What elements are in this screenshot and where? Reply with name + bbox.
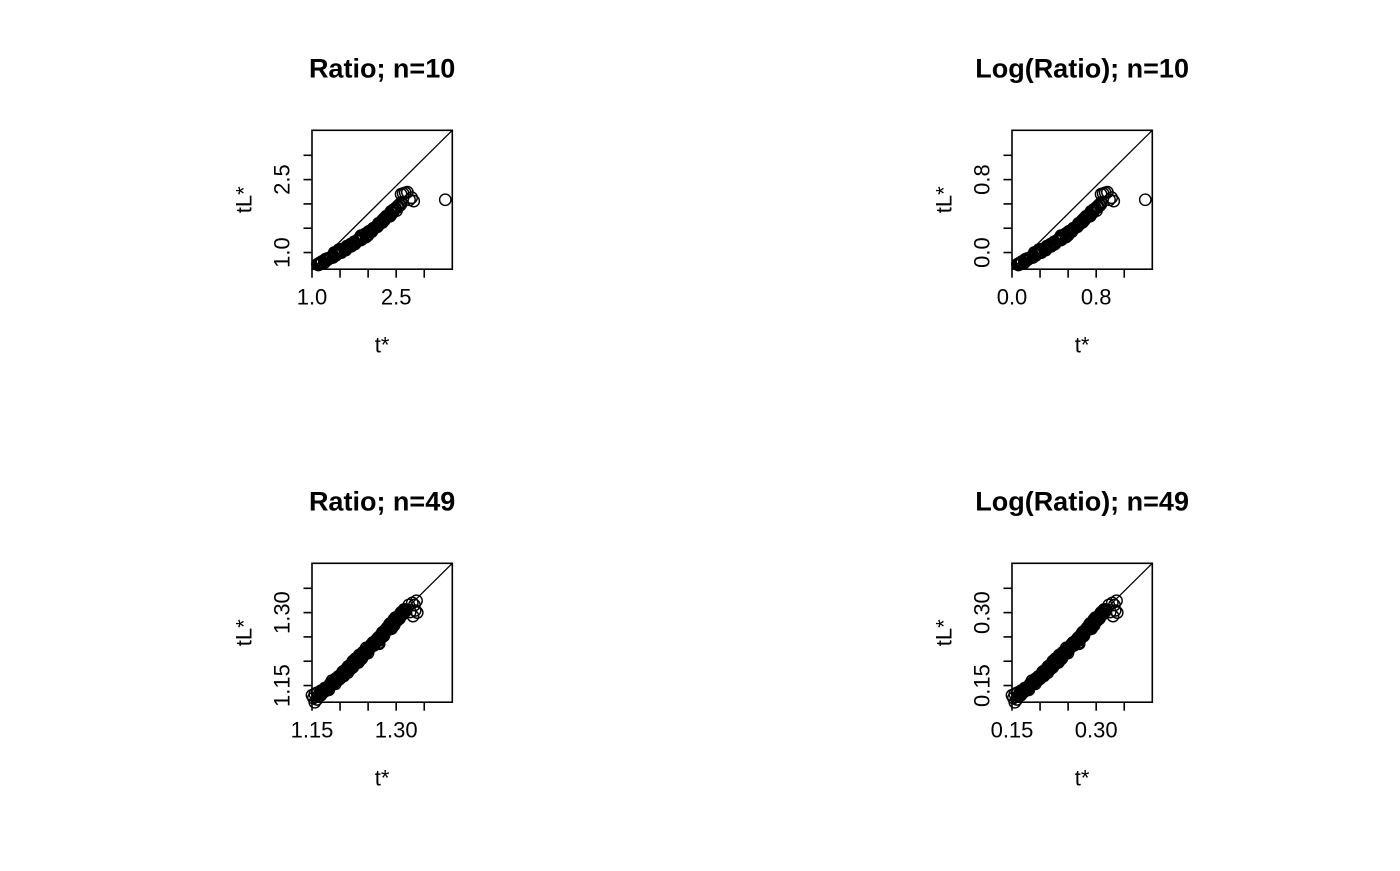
svg-text:1.15: 1.15 bbox=[270, 664, 295, 707]
svg-text:2.5: 2.5 bbox=[381, 285, 412, 310]
svg-text:0.15: 0.15 bbox=[970, 664, 995, 707]
svg-text:1.30: 1.30 bbox=[375, 718, 418, 743]
svg-text:tL*: tL* bbox=[232, 186, 257, 213]
svg-text:tL*: tL* bbox=[232, 619, 257, 646]
svg-text:tL*: tL* bbox=[932, 186, 957, 213]
svg-text:t*: t* bbox=[375, 766, 390, 791]
svg-text:1.30: 1.30 bbox=[270, 591, 295, 634]
svg-text:t*: t* bbox=[1075, 333, 1090, 358]
svg-text:1.0: 1.0 bbox=[270, 237, 295, 268]
svg-text:0.8: 0.8 bbox=[1081, 285, 1112, 310]
svg-text:1.15: 1.15 bbox=[291, 718, 334, 743]
svg-text:0.30: 0.30 bbox=[970, 591, 995, 634]
svg-text:Ratio; n=49: Ratio; n=49 bbox=[309, 487, 455, 517]
svg-text:0.0: 0.0 bbox=[970, 237, 995, 268]
svg-text:t*: t* bbox=[1075, 766, 1090, 791]
svg-text:Log(Ratio); n=10: Log(Ratio); n=10 bbox=[975, 54, 1189, 84]
svg-text:0.30: 0.30 bbox=[1075, 718, 1118, 743]
svg-text:t*: t* bbox=[375, 333, 390, 358]
svg-text:0.0: 0.0 bbox=[997, 285, 1028, 310]
svg-text:0.8: 0.8 bbox=[970, 164, 995, 195]
svg-text:tL*: tL* bbox=[932, 619, 957, 646]
svg-text:0.15: 0.15 bbox=[991, 718, 1034, 743]
svg-text:Ratio; n=10: Ratio; n=10 bbox=[309, 54, 455, 84]
svg-text:2.5: 2.5 bbox=[270, 164, 295, 195]
svg-text:Log(Ratio); n=49: Log(Ratio); n=49 bbox=[975, 487, 1189, 517]
svg-text:1.0: 1.0 bbox=[297, 285, 328, 310]
